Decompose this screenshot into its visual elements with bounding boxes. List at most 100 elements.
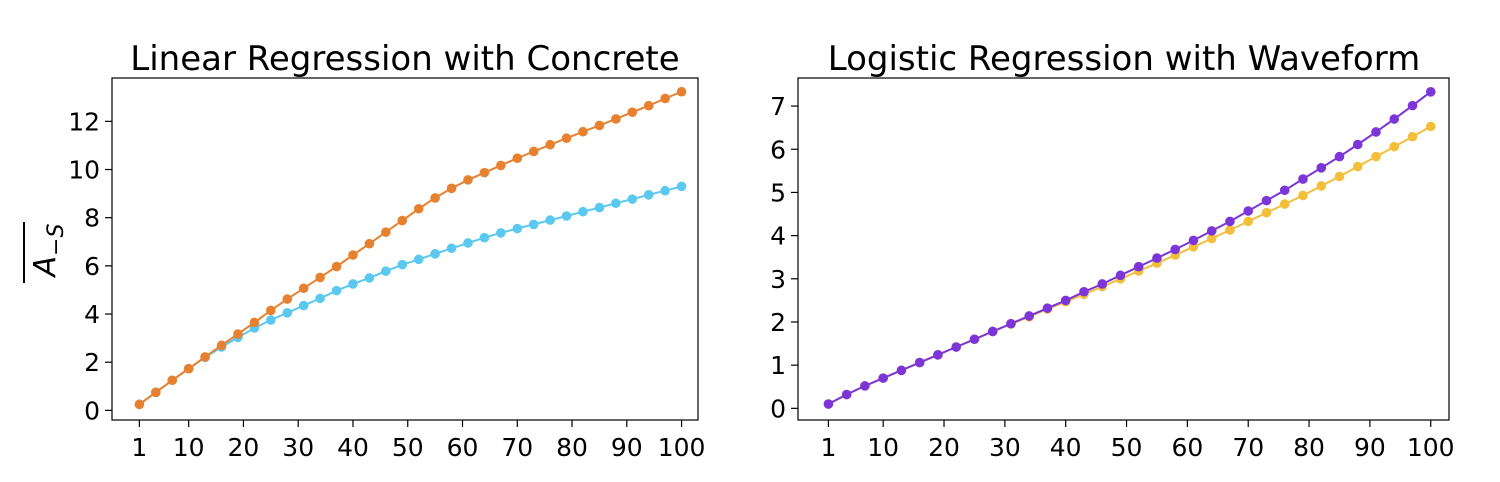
y-tick-label: 5 <box>770 178 786 207</box>
series-1-point <box>1225 216 1235 227</box>
series-1-point <box>1079 286 1089 297</box>
y-tick-label: 7 <box>770 92 786 121</box>
series-1-point <box>413 203 424 214</box>
series-0-point <box>413 254 424 265</box>
series-1-point <box>233 329 243 339</box>
series-0-point <box>1389 141 1400 152</box>
plot-frame <box>111 77 699 421</box>
series-0-point <box>594 202 605 213</box>
series-1-point <box>479 167 490 178</box>
series-1-point <box>528 146 539 157</box>
series-0-point <box>611 198 621 209</box>
series-1-point <box>676 86 687 97</box>
series-1-point <box>1115 270 1126 281</box>
x-tick-label: 20 <box>928 433 960 462</box>
series-1-point <box>1352 139 1363 150</box>
series-1-point <box>1243 206 1254 216</box>
series-0-point <box>463 238 473 248</box>
x-tick-label: 10 <box>173 433 205 462</box>
series-1-point <box>381 227 391 237</box>
x-tick-label: 20 <box>228 433 260 462</box>
x-tick-label: 50 <box>392 433 424 462</box>
series-0-point <box>660 185 670 196</box>
series-0-point <box>643 190 654 200</box>
series-1-point <box>134 399 145 410</box>
series-0-point <box>1316 181 1327 191</box>
series-1-point <box>860 381 870 391</box>
series-1-point <box>578 126 588 137</box>
series-1-point <box>512 153 523 164</box>
x-tick-label: 40 <box>337 433 369 462</box>
y-tick-label: 2 <box>770 308 786 337</box>
series-1-point <box>446 183 457 194</box>
series-1-point <box>1188 235 1199 246</box>
series-1-point <box>1261 195 1272 206</box>
series-1-point <box>315 272 325 283</box>
series-line-1 <box>827 91 1432 405</box>
series-0-point <box>1352 161 1363 172</box>
series-1-point <box>183 363 194 374</box>
series-1-point <box>266 305 276 316</box>
series-0-point <box>1225 225 1235 235</box>
series-1-point <box>1371 127 1381 137</box>
x-tick-label: 30 <box>989 433 1021 462</box>
series-0-point <box>512 223 523 234</box>
series-1-point <box>660 93 670 104</box>
series-1-point <box>951 342 961 352</box>
series-0-point <box>1206 233 1217 244</box>
series-1-point <box>545 139 555 150</box>
series-line-1 <box>138 90 682 406</box>
series-0-point <box>1243 216 1254 227</box>
series-0-point <box>364 273 375 283</box>
series-0-point <box>282 308 293 318</box>
y-tick-label: 1 <box>770 351 786 380</box>
series-1-point <box>298 283 309 294</box>
y-tick-label: 6 <box>84 252 100 281</box>
series-1-point <box>463 175 473 185</box>
series-0-point <box>446 243 457 254</box>
x-tick-label: 60 <box>447 433 479 462</box>
series-1-point <box>1170 244 1181 255</box>
series-1-point <box>364 238 375 249</box>
x-tick-label: 60 <box>1171 433 1203 462</box>
series-0-point <box>676 181 687 192</box>
series-1-point <box>200 352 210 362</box>
series-1-point <box>823 399 834 409</box>
series-1-point <box>594 120 605 131</box>
series-0-point <box>348 279 358 289</box>
series-0-point <box>1407 131 1418 142</box>
series-1-point <box>249 317 260 328</box>
series-1-point <box>1316 163 1327 173</box>
series-1-point <box>1097 279 1108 289</box>
series-1-point <box>561 133 572 144</box>
x-tick-label: 70 <box>1232 433 1264 462</box>
x-tick-label: 50 <box>1111 433 1143 462</box>
series-0-point <box>331 285 342 296</box>
series-1-point <box>1060 295 1071 306</box>
series-0-point <box>496 228 506 238</box>
series-1-point <box>167 375 178 386</box>
series-1-point <box>1298 174 1308 184</box>
series-1-point <box>1389 114 1400 124</box>
series-1-point <box>878 373 888 383</box>
series-1-point <box>430 193 440 203</box>
chart-title: Logistic Regression with Waveform <box>828 39 1420 79</box>
y-tick-label: 0 <box>770 394 786 423</box>
series-1-point <box>348 250 358 260</box>
x-tick-label: 40 <box>1050 433 1082 462</box>
x-tick-label: 1 <box>131 433 147 462</box>
series-1-point <box>1133 261 1144 272</box>
series-1-point <box>1006 318 1016 329</box>
y-tick-label: 3 <box>770 265 786 294</box>
series-1-point <box>933 349 943 360</box>
series-0-point <box>1425 121 1436 132</box>
y-tick-label: 0 <box>84 396 100 425</box>
chart-linear-regression-concrete: Linear Regression with Concrete A−S 1 10 2… <box>23 39 705 462</box>
series-0-point <box>397 259 408 270</box>
series-1-point <box>1152 253 1162 263</box>
series-0-point <box>381 266 391 276</box>
y-axis-label: A−S <box>28 224 69 279</box>
x-tick-label: 1 <box>820 433 836 462</box>
series-1-point <box>216 340 227 351</box>
series-0-point <box>266 315 276 325</box>
